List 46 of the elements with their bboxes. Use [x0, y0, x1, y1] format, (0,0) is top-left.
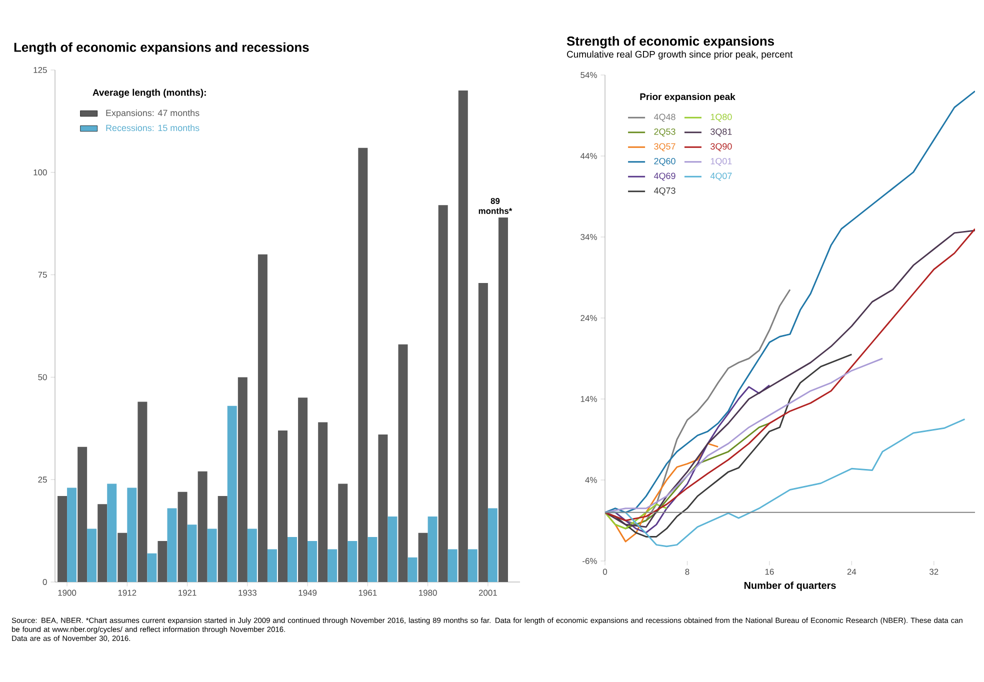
legend-title: Prior expansion peak: [640, 93, 736, 102]
x-tick-label: 24: [847, 568, 856, 575]
legend-label: 4Q07: [710, 172, 732, 181]
y-tick-label: -6%: [582, 558, 597, 564]
y-tick-label: 0: [42, 579, 47, 585]
data-label: 89 months*: [478, 198, 512, 214]
x-tick-label: 1980: [419, 590, 437, 596]
x-tick-label: 8: [685, 568, 690, 575]
x-tick-label: 1912: [118, 590, 136, 596]
y-tick-label: 125: [34, 67, 47, 73]
y-tick-label: 54%: [580, 72, 597, 78]
legend-label: 4Q73: [654, 187, 676, 196]
x-tick-label: 1933: [238, 590, 256, 596]
legend-label: 1Q01: [710, 158, 732, 166]
x-tick-label: 1900: [58, 590, 76, 596]
legend-label: 3Q81: [710, 128, 732, 136]
y-tick-label: 4%: [585, 477, 597, 483]
chart-title: Strength of economic expansions: [566, 36, 774, 48]
legend-label: 3Q90: [710, 143, 732, 152]
y-tick-label: 100: [34, 169, 47, 176]
y-tick-label: 24%: [580, 315, 597, 321]
x-tick-label: 1949: [298, 590, 317, 596]
legend-label: 2Q53: [654, 128, 676, 136]
x-tick-label: 1921: [178, 590, 196, 596]
legend-label: Recessions: 15 months: [106, 124, 200, 132]
legend-title: Average length (months):: [92, 88, 206, 98]
legend-label: 3Q57: [654, 143, 676, 152]
x-tick-label: 32: [930, 568, 938, 575]
legend-label: 4Q69: [654, 172, 676, 181]
y-tick-label: 25: [38, 476, 47, 483]
legend-label: Expansions: 47 months: [106, 110, 200, 118]
legend-label: 1Q80: [710, 114, 732, 122]
chart-subtitle: Cumulative real GDP growth since prior peak, percent: [567, 50, 793, 60]
x-tick-label: 2001: [478, 590, 497, 596]
legend-label: 2Q60: [654, 158, 676, 166]
x-axis-title: Number of quarters: [744, 582, 836, 591]
legend-label: 4Q48: [654, 114, 676, 122]
x-tick-label: 1961: [358, 590, 377, 596]
y-tick-label: 14%: [580, 396, 597, 402]
y-tick-label: 44%: [580, 153, 597, 159]
y-tick-label: 34%: [580, 234, 597, 240]
y-tick-label: 75: [38, 272, 47, 278]
y-tick-label: 50: [38, 374, 47, 380]
x-tick-label: 16: [765, 568, 774, 575]
chart-title: Length of economic expansions and recessions: [14, 42, 309, 54]
x-tick-label: 0: [602, 568, 608, 575]
